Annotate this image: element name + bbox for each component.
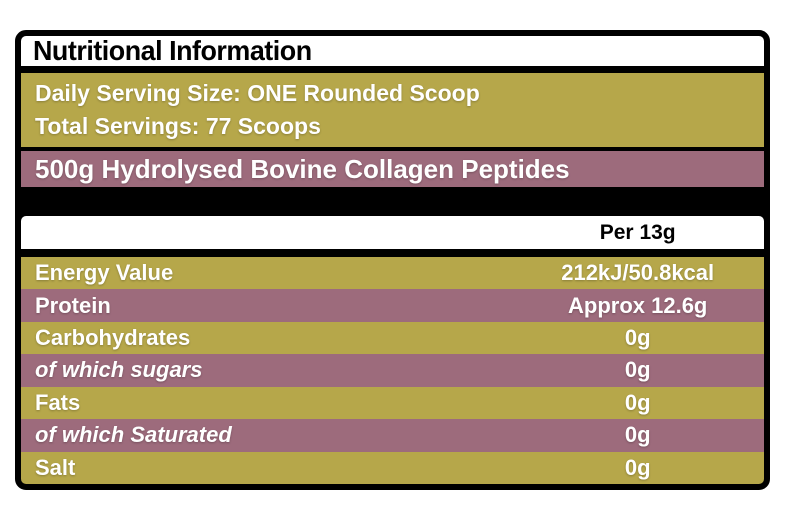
nutrient-row: Salt 0g [21,451,764,484]
nutrient-value: 0g [624,357,651,383]
nutrient-value: Approx 12.6g [568,292,708,318]
product-name: 500g Hydrolysed Bovine Collagen Peptides [35,153,570,184]
total-servings-line: Total Servings: 77 Scoops [35,113,321,139]
nutrient-name: Carbohydrates [35,325,191,351]
label-title-band: Nutritional Information [21,36,764,66]
separator-under-title [21,66,764,73]
nutrient-name: Energy Value [35,260,174,286]
serving-info-band: Daily Serving Size: ONE Rounded Scoop To… [21,73,764,147]
nutrient-name: of which sugars [35,357,203,383]
nutrient-name: of which Saturated [35,422,232,448]
nutrient-value: 0g [624,454,651,480]
nutrient-row: Carbohydrates 0g [21,321,764,355]
black-spacer-band [21,187,764,216]
nutrient-value: 0g [624,325,651,351]
nutrient-value: 212kJ/50.8kcal [561,260,715,286]
nutrient-rows: Energy Value 212kJ/50.8kcal Protein Appr… [21,257,764,484]
column-header-band: Per 13g [21,216,764,249]
nutrient-name: Protein [35,292,111,318]
nutrient-row: Fats 0g [21,386,764,420]
nutrient-name: Salt [35,454,76,480]
serving-size-line: Daily Serving Size: ONE Rounded Scoop [35,80,480,106]
nutrient-row: of which Saturated 0g [21,419,764,452]
nutrient-value: 0g [624,422,651,448]
nutrient-name: Fats [35,389,81,415]
separator-under-column-header [21,249,764,257]
nutrient-row: Energy Value 212kJ/50.8kcal [21,257,764,290]
nutrient-row: Protein Approx 12.6g [21,289,764,322]
product-band: 500g Hydrolysed Bovine Collagen Peptides [21,151,764,187]
nutrition-label: Nutritional Information Daily Serving Si… [15,30,770,490]
nutrient-value: 0g [624,389,651,415]
nutrient-row: of which sugars 0g [21,354,764,387]
separator-under-serving [21,147,764,151]
column-header-per-serving: Per 13g [599,220,676,244]
label-title: Nutritional Information [33,35,312,66]
